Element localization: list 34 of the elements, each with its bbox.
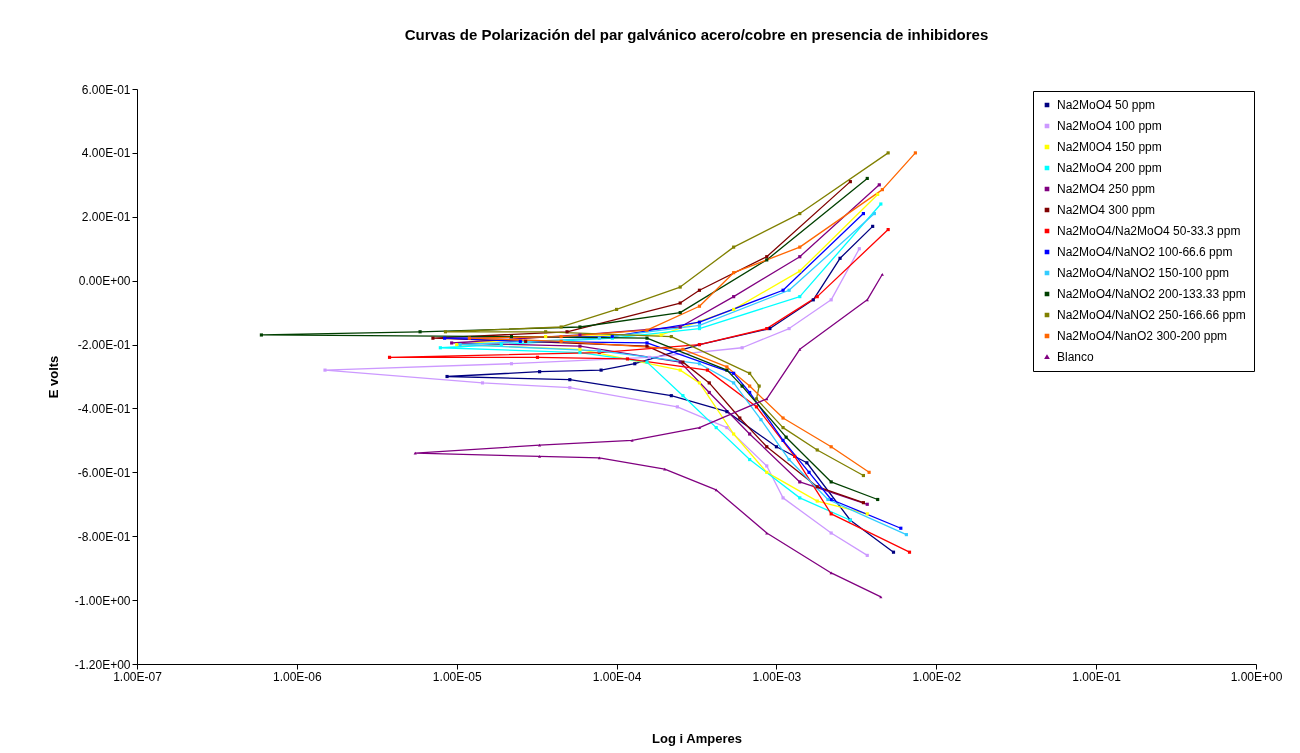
legend-label: Na2MoO4/NaNO2 150-100 ppm: [1057, 266, 1230, 280]
chart-title: Curvas de Polarización del par galvánico acero/cobre en presencia de inhibidores: [404, 26, 989, 43]
y-tick-label: -8.00E-01: [77, 529, 131, 544]
x-tick-label: 1.00E-06: [273, 669, 323, 684]
x-tick-label: 1.00E-01: [1072, 669, 1122, 684]
x-axis-title: Log i Amperes: [652, 730, 742, 746]
legend-label: Na2MoO4 100 ppm: [1057, 119, 1162, 133]
y-tick-label: 0.00E+00: [78, 274, 131, 289]
x-tick-label: 1.00E-05: [432, 669, 482, 684]
legend-label: Na2MoO4 200 ppm: [1057, 161, 1162, 175]
y-axis-title: E volts: [45, 355, 61, 399]
legend-label: Na2MO4 250 ppm: [1057, 182, 1156, 196]
y-tick-label: 4.00E-01: [81, 146, 131, 161]
legend-label: Na2M0O4 150 ppm: [1057, 140, 1162, 154]
x-tick-label: 1.00E-02: [912, 669, 962, 684]
x-tick-label: 1.00E-07: [113, 669, 163, 684]
x-tick-label: 1.00E-04: [592, 669, 642, 684]
legend-label: Na2MoO4/NaNO2 250-166.66 ppm: [1057, 308, 1246, 322]
legend-label: Blanco: [1057, 350, 1095, 364]
y-tick-label: -4.00E-01: [77, 401, 131, 416]
y-tick-label: -2.00E-01: [77, 338, 131, 353]
x-tick-label: 1.00E-03: [752, 669, 802, 684]
y-tick-label: -6.00E-01: [77, 465, 131, 480]
legend-label: Na2MoO4/Na2MoO4 50-33.3 ppm: [1057, 224, 1241, 238]
y-tick-label: 6.00E-01: [81, 82, 131, 97]
y-tick-label: 2.00E-01: [81, 210, 131, 225]
legend-label: Na2MoO4/NanO2 300-200 ppm: [1057, 329, 1228, 343]
legend-label: Na2MoO4/NaNO2 100-66.6 ppm: [1057, 245, 1233, 259]
legend-label: Na2MoO4/NaNO2 200-133.33 ppm: [1057, 287, 1246, 301]
y-tick-label: -1.20E+00: [74, 657, 131, 672]
legend-label: Na2MoO4 50 ppm: [1057, 98, 1156, 112]
x-tick-label: 1.00E+00: [1230, 669, 1283, 684]
legend-label: Na2MO4 300 ppm: [1057, 203, 1156, 217]
y-tick-label: -1.00E+00: [74, 593, 131, 608]
